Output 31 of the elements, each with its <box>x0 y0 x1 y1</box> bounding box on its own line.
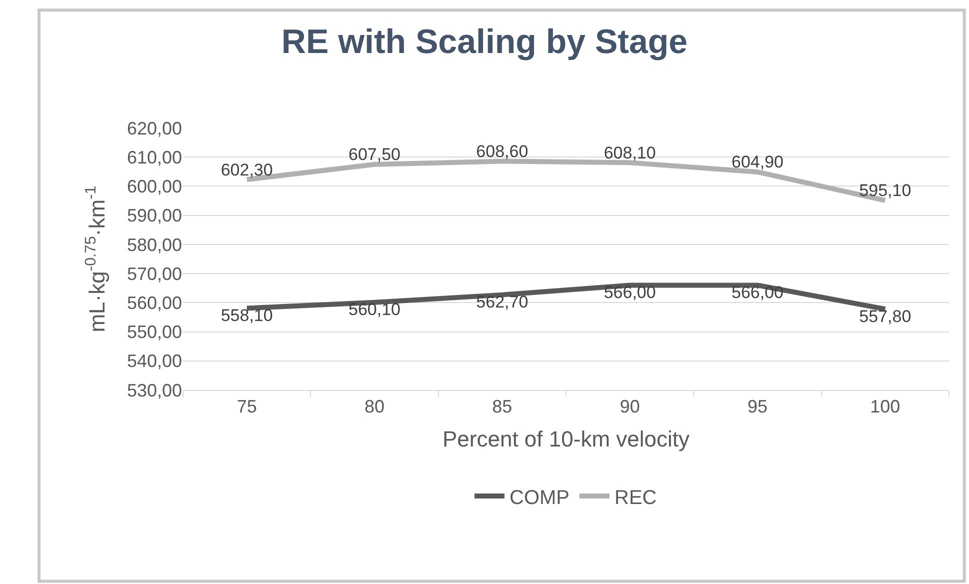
chart-title: RE with Scaling by Stage <box>281 22 688 61</box>
data-label: 562,70 <box>476 292 528 312</box>
y-tick-label: 550,00 <box>126 322 182 342</box>
x-tick-label: 80 <box>364 396 385 417</box>
data-label: 558,10 <box>220 306 273 325</box>
x-tick-label: 100 <box>870 396 900 417</box>
legend-label: COMP <box>510 486 570 509</box>
data-label: 607,50 <box>348 145 400 164</box>
x-tick-label: 95 <box>747 396 768 417</box>
data-label: 557,80 <box>859 306 912 326</box>
data-label: 595,10 <box>859 181 912 200</box>
data-label: 608,60 <box>476 142 528 161</box>
y-tick-label: 560,00 <box>126 292 182 313</box>
x-axis-title: Percent of 10-km velocity <box>442 426 690 452</box>
y-tick-label: 590,00 <box>126 206 182 226</box>
data-label: 560,10 <box>348 300 400 320</box>
x-tick-label: 90 <box>620 396 640 417</box>
y-tick-label: 540,00 <box>126 351 182 372</box>
y-tick-label: 610,00 <box>126 147 182 168</box>
y-tick-label: 620,00 <box>126 118 182 138</box>
y-tick-label: 570,00 <box>126 264 182 284</box>
data-label: 602,30 <box>220 160 273 180</box>
data-label: 608,10 <box>604 143 656 162</box>
y-tick-label: 600,00 <box>126 176 182 197</box>
data-label: 566,00 <box>604 282 656 302</box>
x-tick-label: 75 <box>236 396 257 417</box>
y-tick-label: 530,00 <box>126 380 182 400</box>
x-tick-label: 85 <box>492 396 512 417</box>
legend-label: REC <box>614 486 657 509</box>
data-label: 604,90 <box>732 152 784 172</box>
y-tick-label: 580,00 <box>126 234 182 255</box>
